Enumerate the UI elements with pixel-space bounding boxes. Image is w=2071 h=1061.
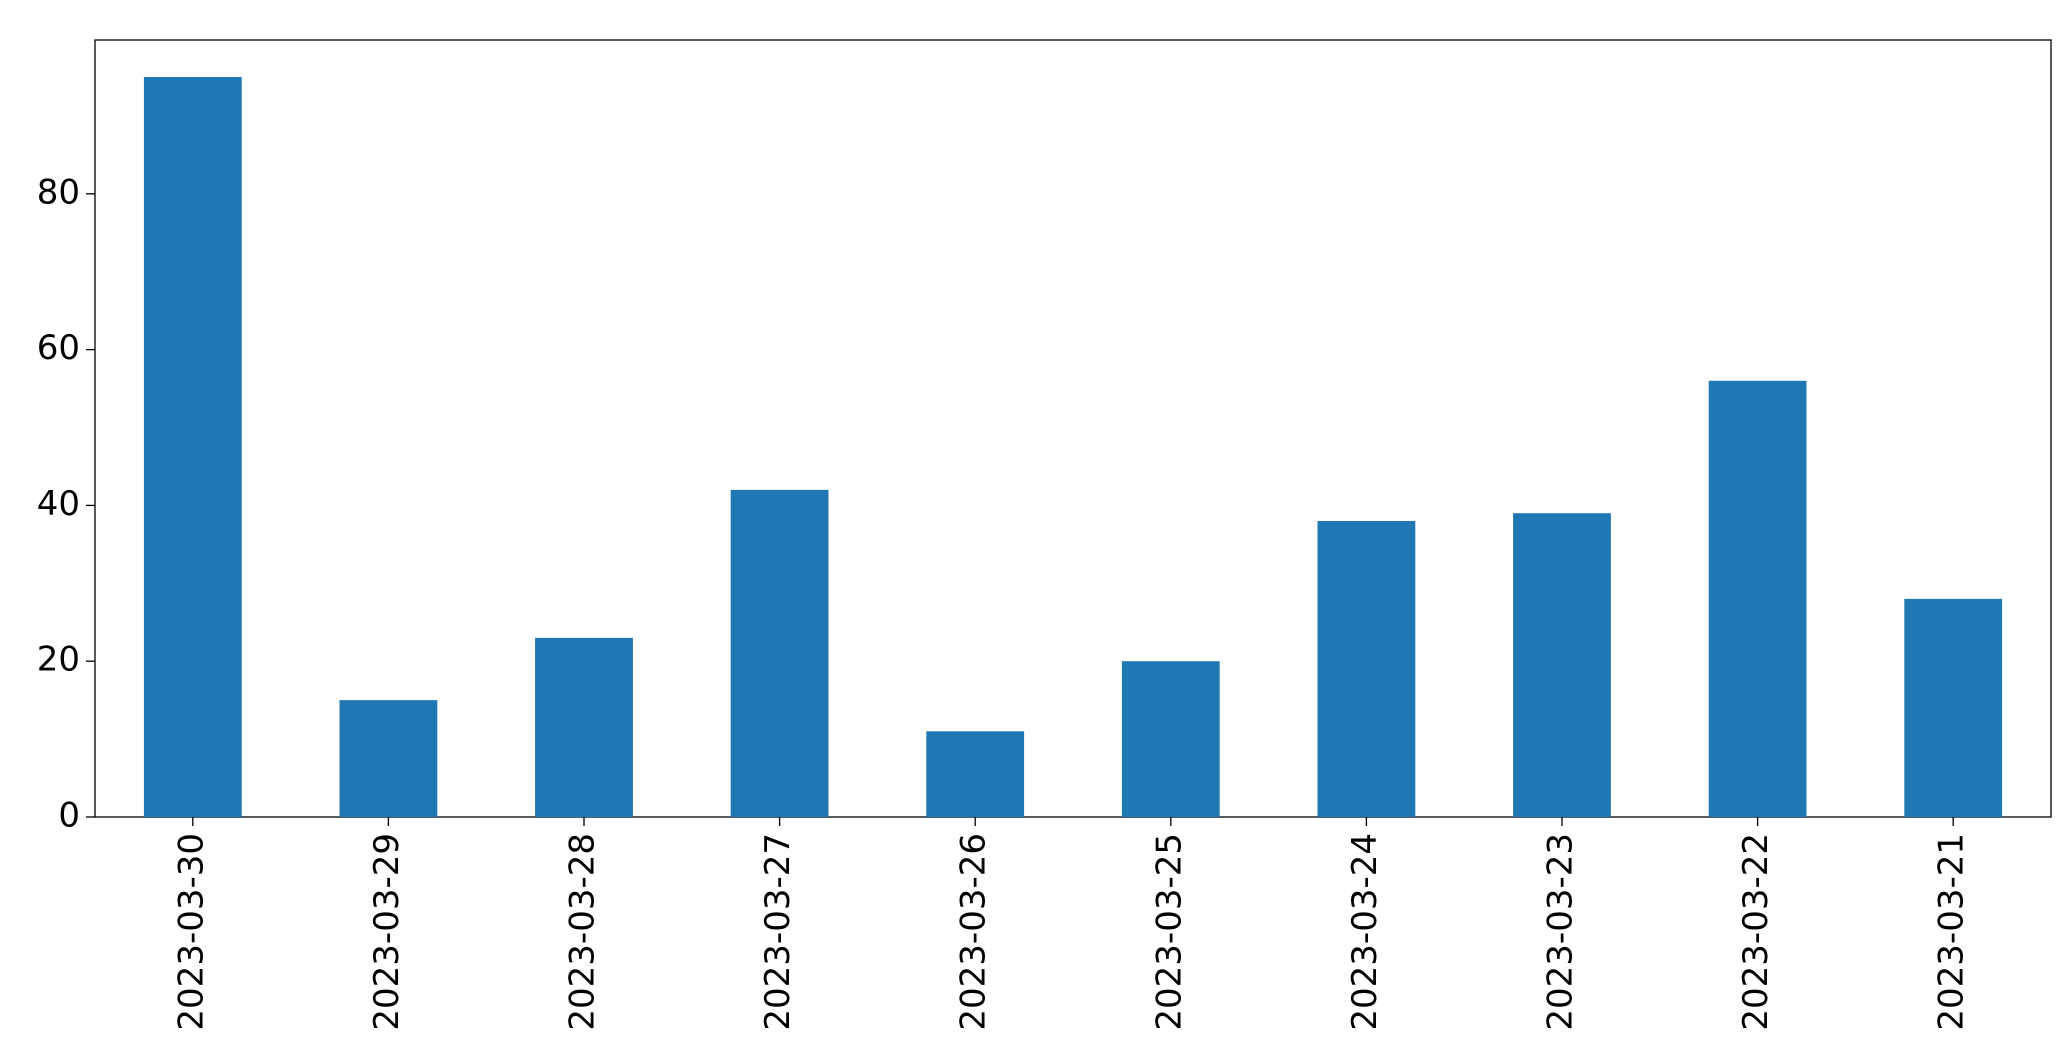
bar [143,77,242,817]
y-tick-label: 0 [58,796,80,836]
x-tick-label: 2023-03-21 [1932,833,1972,1031]
x-tick-label: 2023-03-25 [1149,833,1189,1031]
bar [1708,380,1807,817]
x-tick-label: 2023-03-30 [171,833,211,1031]
x-tick-label: 2023-03-23 [1541,833,1581,1031]
bar [1121,661,1220,817]
y-tick-label: 40 [37,484,80,524]
bar [926,731,1025,817]
y-tick-label: 80 [37,172,80,212]
bar [535,637,633,817]
bar [1904,598,2003,817]
x-tick-label: 2023-03-26 [954,833,994,1031]
plot-frame [94,39,2052,818]
x-tick-label: 2023-03-29 [367,833,407,1031]
x-tick-label: 2023-03-28 [563,833,603,1031]
x-tick-label: 2023-03-27 [758,833,798,1031]
bar [339,700,438,817]
bar [1317,521,1416,817]
bar [1513,513,1611,817]
bar [730,489,829,817]
x-tick-label: 2023-03-24 [1345,833,1385,1031]
x-tick-label: 2023-03-22 [1736,833,1776,1031]
y-tick-label: 60 [37,328,80,368]
y-tick-label: 20 [37,640,80,680]
